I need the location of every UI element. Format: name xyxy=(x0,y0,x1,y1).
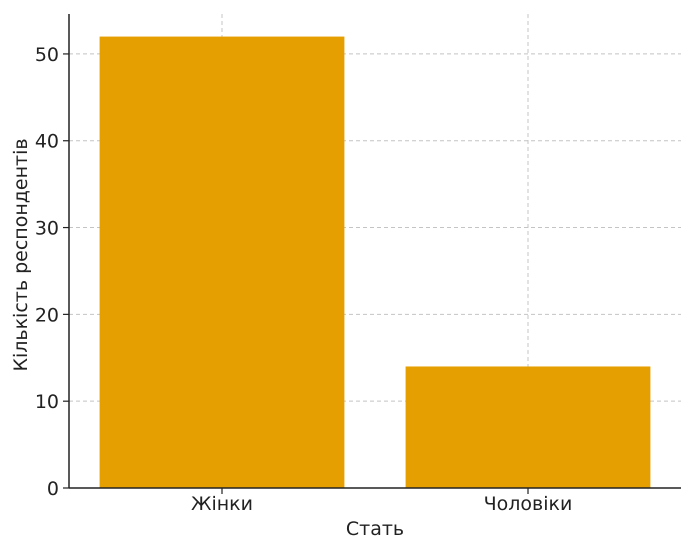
bars xyxy=(99,36,651,488)
x-tick-label: Жінки xyxy=(191,493,253,515)
x-axis-title: Стать xyxy=(346,518,404,536)
y-tick-label: 10 xyxy=(35,391,59,413)
y-tick-label: 20 xyxy=(35,304,59,326)
bar xyxy=(405,366,651,488)
y-tick-label: 50 xyxy=(35,44,59,66)
tick-labels: 0 10 20 30 40 50 Жінки Чоловіки xyxy=(35,44,573,515)
y-tick-label: 40 xyxy=(35,131,59,153)
bar xyxy=(99,36,345,488)
y-tick-label: 30 xyxy=(35,218,59,240)
x-tick-label: Чоловіки xyxy=(484,493,573,515)
y-axis-title: Кількість респондентів xyxy=(10,138,32,371)
axes xyxy=(68,14,681,489)
y-tick-label: 0 xyxy=(47,478,59,500)
